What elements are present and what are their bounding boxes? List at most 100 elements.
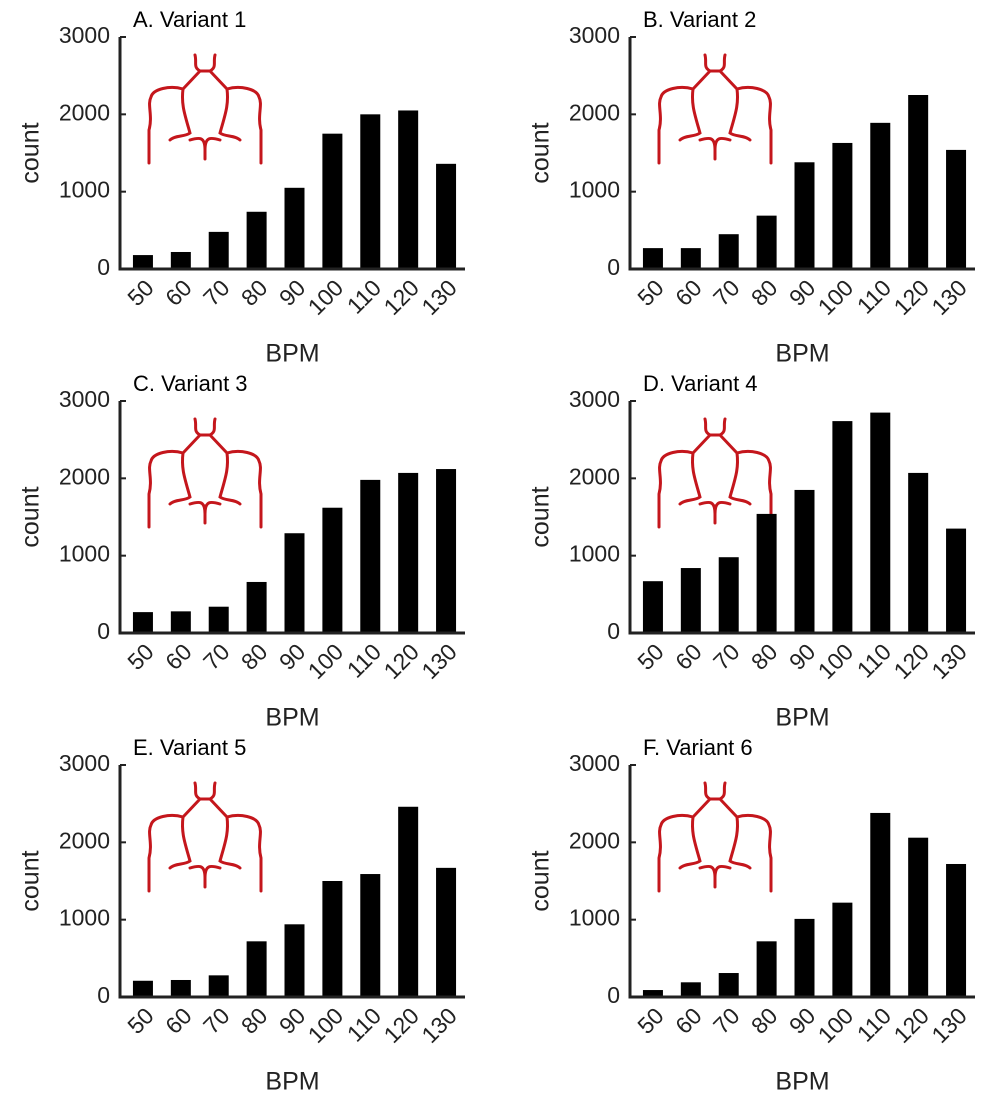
x-tick-label: 130 — [416, 638, 462, 684]
bar — [757, 216, 777, 269]
x-tick-label: 70 — [708, 274, 744, 310]
x-tick-label: 100 — [813, 1002, 859, 1048]
chart-title: B. Variant 2 — [643, 7, 756, 32]
x-tick-label: 120 — [888, 274, 934, 320]
x-tick-label: 80 — [746, 274, 782, 310]
bar — [870, 413, 890, 633]
y-tick-label: 2000 — [569, 463, 620, 489]
x-tick-label: 60 — [160, 274, 196, 310]
x-tick-label: 80 — [746, 638, 782, 674]
bar — [133, 981, 153, 997]
bar — [247, 941, 267, 997]
figure: A. Variant 10100020003000506070809010011… — [0, 0, 982, 1097]
x-tick-label: 130 — [926, 638, 972, 684]
bar — [436, 868, 456, 997]
y-tick-label: 3000 — [569, 750, 620, 776]
x-tick-label: 50 — [122, 274, 158, 310]
x-axis-label: BPM — [265, 1068, 319, 1096]
bar — [832, 903, 852, 997]
bar — [870, 813, 890, 997]
x-tick-label: 110 — [852, 1002, 896, 1046]
bar — [209, 607, 229, 633]
y-tick-label: 1000 — [569, 177, 620, 203]
x-tick-label: 50 — [632, 638, 668, 674]
bar — [360, 114, 380, 269]
x-tick-label: 90 — [274, 1002, 310, 1038]
bar — [285, 924, 305, 997]
vessel-icon — [659, 419, 771, 527]
x-tick-label: 120 — [378, 274, 424, 320]
x-tick-label: 60 — [670, 1002, 706, 1038]
x-tick-label: 90 — [784, 1002, 820, 1038]
y-tick-label: 1000 — [59, 905, 110, 931]
x-tick-label: 70 — [198, 1002, 234, 1038]
x-axis-label: BPM — [775, 340, 829, 368]
x-tick-label: 50 — [122, 1002, 158, 1038]
x-tick-label: 80 — [236, 274, 272, 310]
bar — [360, 480, 380, 633]
y-tick-label: 3000 — [59, 22, 110, 48]
x-tick-label: 60 — [160, 638, 196, 674]
y-tick-label: 0 — [607, 982, 620, 1008]
x-axis-label: BPM — [775, 704, 829, 732]
bar — [681, 248, 701, 269]
x-tick-label: 100 — [303, 1002, 349, 1048]
bar — [398, 473, 418, 633]
bar — [247, 582, 267, 633]
bar — [832, 421, 852, 633]
bar — [322, 134, 342, 269]
bar — [946, 529, 966, 633]
vessel-icon — [149, 783, 261, 891]
x-tick-label: 110 — [852, 638, 896, 682]
y-axis-label: count — [17, 122, 45, 183]
x-tick-label: 90 — [784, 638, 820, 674]
x-tick-label: 100 — [813, 274, 859, 320]
x-tick-label: 90 — [784, 274, 820, 310]
x-tick-label: 130 — [926, 1002, 972, 1048]
y-tick-label: 1000 — [569, 541, 620, 567]
y-tick-label: 3000 — [59, 750, 110, 776]
y-tick-label: 1000 — [59, 177, 110, 203]
y-axis-label: count — [527, 850, 555, 911]
x-tick-label: 110 — [342, 1002, 386, 1046]
bar — [643, 581, 663, 633]
x-tick-label: 60 — [670, 638, 706, 674]
chart-title: A. Variant 1 — [133, 7, 246, 32]
chart-title: D. Variant 4 — [643, 371, 758, 396]
bar — [795, 490, 815, 633]
bar — [247, 212, 267, 269]
bar — [209, 975, 229, 997]
x-tick-label: 120 — [888, 638, 934, 684]
y-tick-label: 3000 — [569, 22, 620, 48]
bar — [870, 123, 890, 269]
bar — [681, 982, 701, 997]
y-tick-label: 0 — [97, 618, 110, 644]
x-tick-label: 130 — [416, 274, 462, 320]
page: {"chart_data": [ {"type": "bar", "title"… — [0, 0, 982, 1097]
bar — [171, 611, 191, 633]
bar — [832, 143, 852, 269]
x-tick-label: 80 — [236, 638, 272, 674]
bar — [681, 568, 701, 633]
bar — [719, 557, 739, 633]
x-axis-label: BPM — [265, 340, 319, 368]
bar — [719, 234, 739, 269]
y-axis-label: count — [527, 122, 555, 183]
x-tick-label: 120 — [888, 1002, 934, 1048]
vessel-icon — [659, 55, 771, 163]
bar — [285, 188, 305, 269]
x-tick-label: 100 — [303, 274, 349, 320]
y-tick-label: 3000 — [59, 386, 110, 412]
bar — [757, 514, 777, 633]
x-tick-label: 90 — [274, 638, 310, 674]
bar — [322, 881, 342, 997]
bar — [171, 980, 191, 997]
x-tick-label: 80 — [746, 1002, 782, 1038]
chart-title: F. Variant 6 — [643, 735, 753, 760]
bar — [285, 533, 305, 633]
bar — [398, 110, 418, 269]
x-tick-label: 120 — [378, 638, 424, 684]
y-tick-label: 1000 — [59, 541, 110, 567]
bar — [795, 162, 815, 269]
x-tick-label: 110 — [342, 638, 386, 682]
